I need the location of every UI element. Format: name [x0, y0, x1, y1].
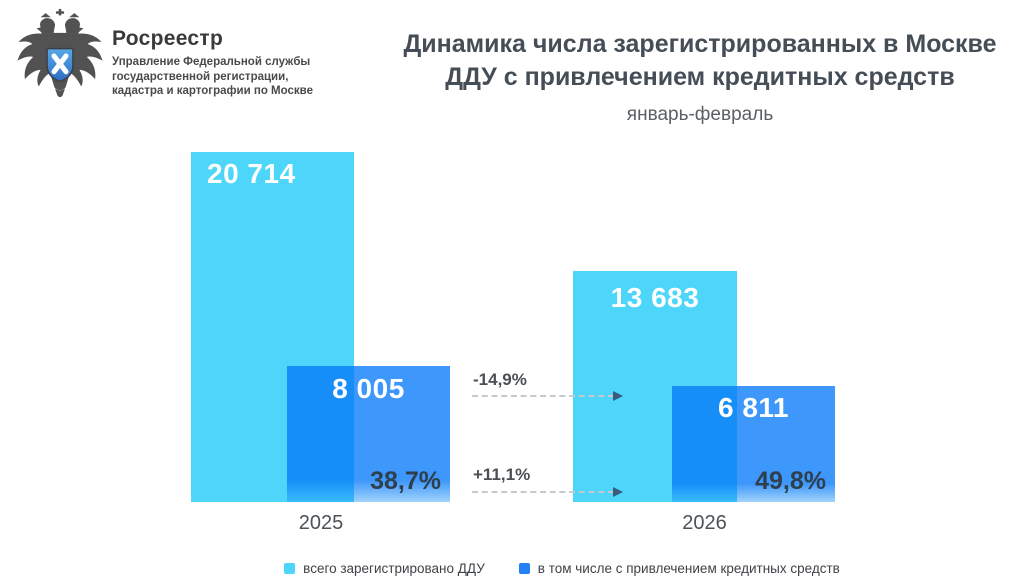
- dashed-arrow-line: [472, 491, 614, 493]
- value-label-credit-2025: 8 005: [332, 373, 405, 404]
- legend-label-total: всего зарегистрировано ДДУ: [303, 561, 485, 576]
- legend-label-credit: в том числе с привлечением кредитных сре…: [537, 561, 840, 576]
- arrow-right-icon: [613, 487, 623, 497]
- legend-item-credit: в том числе с привлечением кредитных сре…: [518, 561, 840, 576]
- dashed-arrow-line: [472, 395, 614, 397]
- value-label-total-2026: 13 683: [610, 282, 700, 313]
- bar-credit-2026: [672, 386, 835, 502]
- title-line-1: Динамика числа зарегистрированных в Моск…: [403, 30, 997, 58]
- axis-label-2025: 2025: [298, 512, 344, 534]
- value-label-total-2025: 20 714: [207, 158, 296, 189]
- chart-subtitle: январь-февраль: [626, 104, 774, 125]
- share-label-2026: 49,8%: [755, 467, 826, 495]
- legend-item-total: всего зарегистрировано ДДУ: [284, 561, 485, 576]
- annotation-credit-change: -14,9%: [473, 370, 527, 389]
- legend-swatch-total-icon: [284, 563, 296, 574]
- arrow-right-icon: [613, 391, 623, 401]
- org-dept-line: государственной регистрации,: [112, 70, 289, 83]
- page-title: Динамика числа зарегистрированных в Моск…: [370, 28, 1028, 94]
- org-name: Росреестр: [112, 27, 224, 50]
- bar-credit-2025: [287, 366, 450, 502]
- rosreestr-emblem-icon: [17, 8, 103, 98]
- org-dept-line: кадастра и картографии по Москве: [112, 85, 313, 97]
- chart-legend: всего зарегистрировано ДДУ в том числе с…: [48, 561, 1028, 576]
- share-label-2025: 38,7%: [370, 467, 441, 495]
- annotation-share-change: +11,1%: [473, 465, 531, 484]
- org-department: Управление Федеральной службы государств…: [112, 55, 313, 99]
- legend-swatch-credit-icon: [518, 563, 530, 574]
- axis-label-2026: 2026: [682, 512, 727, 534]
- value-label-credit-2026: 6 811: [717, 392, 790, 423]
- org-dept-line: Управление Федеральной службы: [112, 56, 311, 68]
- title-line-2: ДДУ с привлечением кредитных средств: [445, 63, 955, 91]
